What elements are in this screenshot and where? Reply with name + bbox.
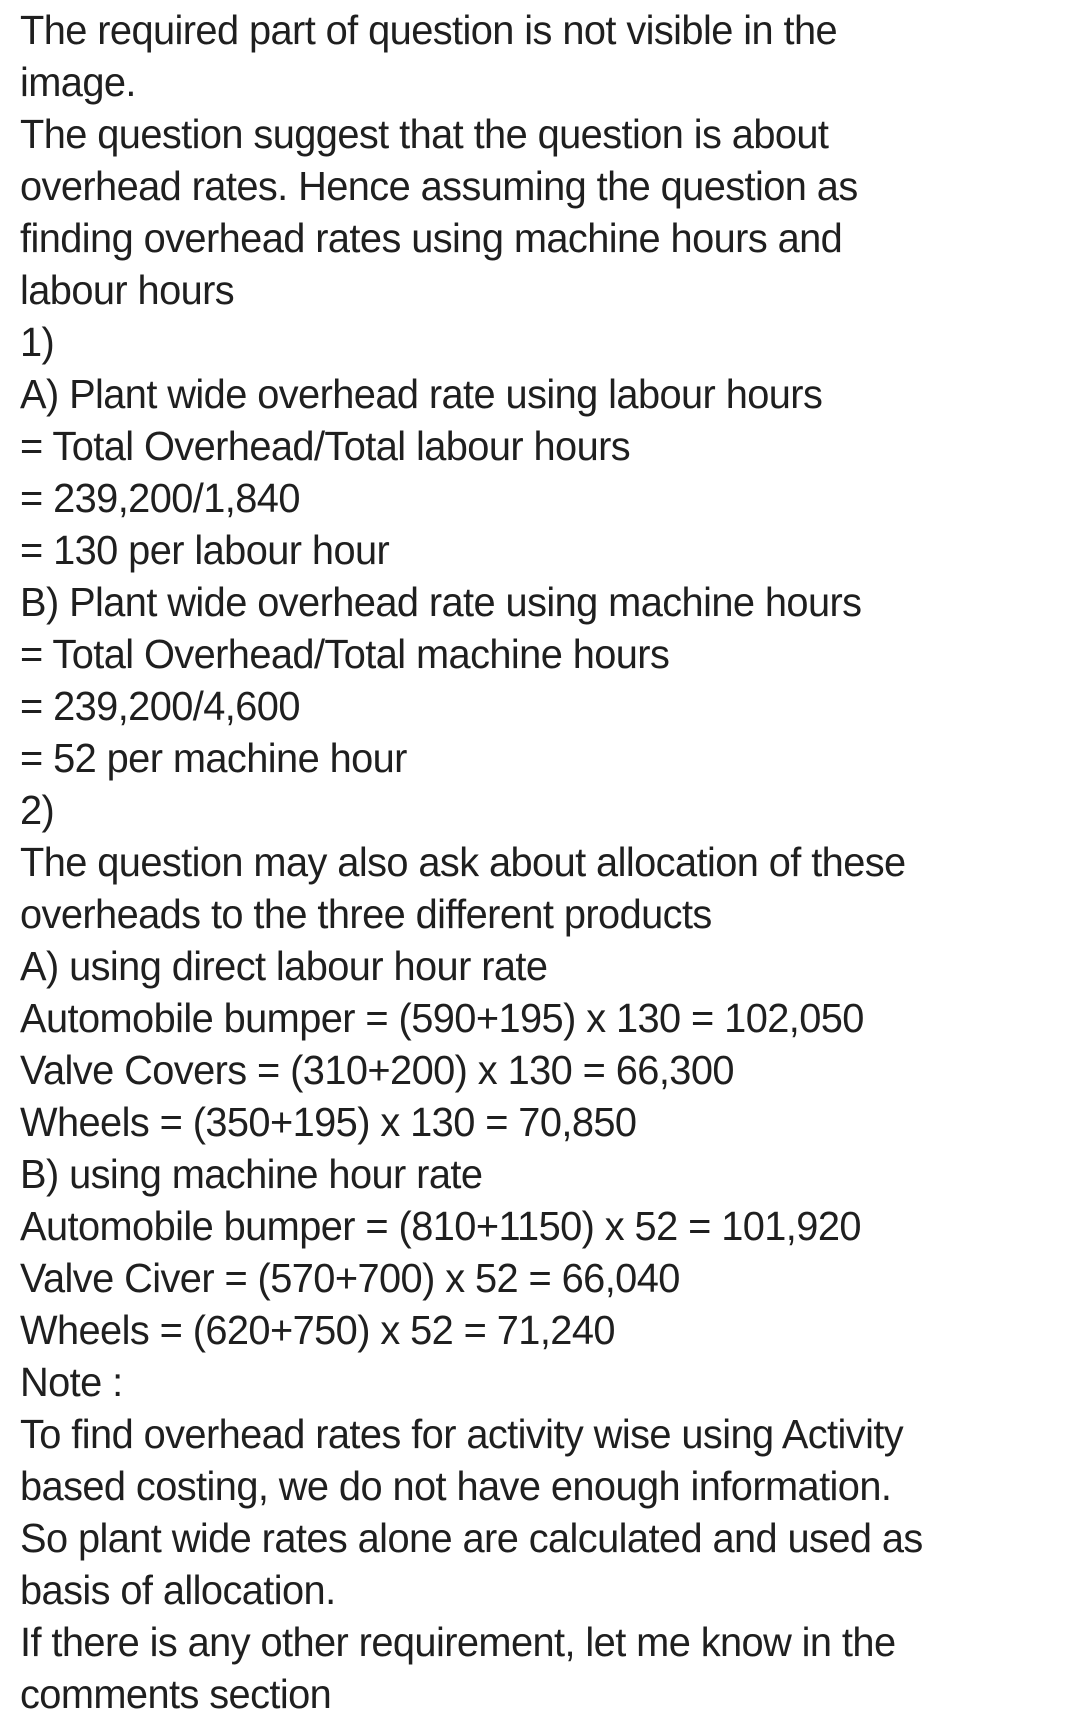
text-line: The question suggest that the question i… [20,111,829,157]
text-line: labour hours [20,267,235,313]
text-line: Note : [20,1359,123,1405]
text-line: = 239,200/1,840 [20,475,300,521]
text-line: finding overhead rates using machine hou… [20,215,843,261]
text-line: The required part of question is not vis… [20,7,838,53]
text-line: If there is any other requirement, let m… [20,1619,896,1665]
text-line: So plant wide rates alone are calculated… [20,1515,923,1561]
text-line: Wheels = (350+195) x 130 = 70,850 [20,1099,637,1145]
text-line: = Total Overhead/Total labour hours [20,423,631,469]
text-line: overhead rates. Hence assuming the quest… [20,163,858,209]
text-line: Automobile bumper = (810+1150) x 52 = 10… [20,1203,861,1249]
text-line: 2) [20,787,55,833]
text-line: comments section [20,1671,332,1717]
text-line: The question may also ask about allocati… [20,839,906,885]
text-line: = 52 per machine hour [20,735,407,781]
text-line: Valve Covers = (310+200) x 130 = 66,300 [20,1047,734,1093]
text-line: = Total Overhead/Total machine hours [20,631,670,677]
text-line: image. [20,59,136,105]
text-line: A) using direct labour hour rate [20,943,548,989]
text-line: = 239,200/4,600 [20,683,300,729]
text-line: basis of allocation. [20,1567,336,1613]
text-line: = 130 per labour hour [20,527,390,573]
text-line: Wheels = (620+750) x 52 = 71,240 [20,1307,616,1353]
text-line: Valve Civer = (570+700) x 52 = 66,040 [20,1255,680,1301]
text-line: A) Plant wide overhead rate using labour… [20,371,823,417]
text-line: 1) [20,319,55,365]
text-line: based costing, we do not have enough inf… [20,1463,892,1509]
text-line: overheads to the three different product… [20,891,712,937]
text-line: B) using machine hour rate [20,1151,483,1197]
text-line: B) Plant wide overhead rate using machin… [20,579,862,625]
text-line: Automobile bumper = (590+195) x 130 = 10… [20,995,864,1041]
text-line: To find overhead rates for activity wise… [20,1411,904,1457]
